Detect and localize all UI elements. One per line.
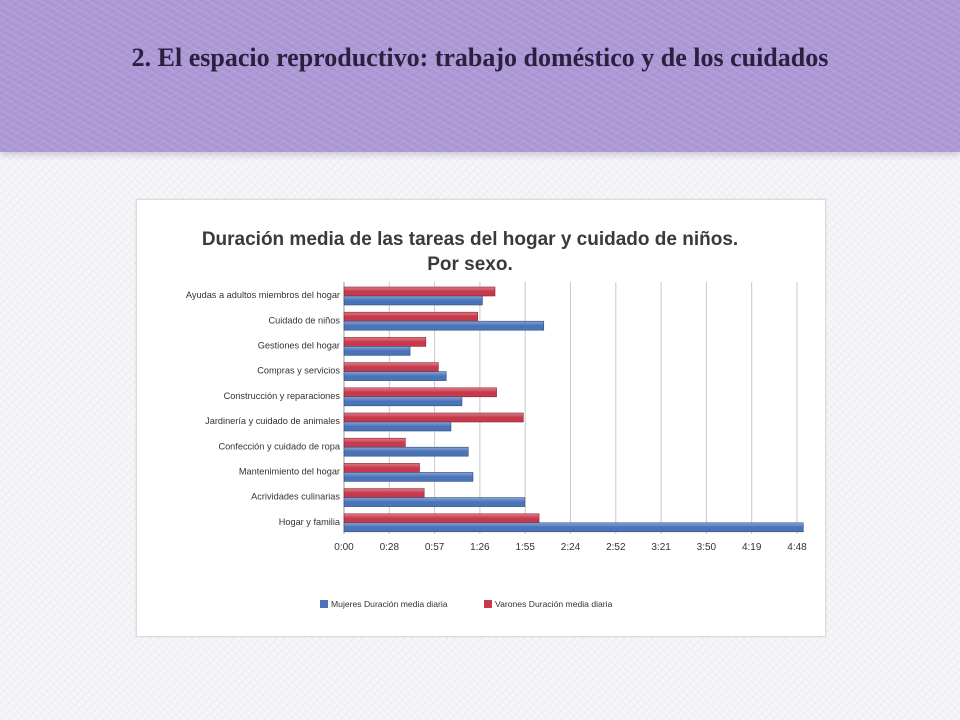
bar-mujeres <box>343 497 526 507</box>
x-tick-label: 3:21 <box>651 542 671 553</box>
bar-chart: Duración media de las tareas del hogar y… <box>186 229 807 609</box>
legend-label-varones: Varones Duración media diaria <box>495 599 613 609</box>
bar-varones <box>343 337 427 347</box>
category-label: Cuidado de niños <box>268 315 340 325</box>
bar-varones <box>343 437 406 448</box>
bar-varones <box>343 488 425 498</box>
bar-mujeres <box>343 295 483 306</box>
bar-varones <box>343 412 524 423</box>
chart-frame: Duración media de las tareas del hogar y… <box>136 199 826 637</box>
x-tick-label: 4:48 <box>787 542 807 553</box>
legend-swatch-mujeres <box>320 600 328 608</box>
bar-mujeres <box>343 472 474 482</box>
header-band <box>0 0 960 152</box>
bar-varones <box>343 463 420 473</box>
category-label: Compras y servicios <box>257 366 340 376</box>
category-label: Acrividades culinarias <box>251 492 340 502</box>
slide-title: 2. El espacio reproductivo: trabajo domé… <box>131 43 829 72</box>
x-tick-label: 0:28 <box>380 542 400 553</box>
x-tick-label: 4:19 <box>742 542 762 553</box>
chart-title-line: Duración media de las tareas del hogar y… <box>202 229 738 250</box>
x-tick-label: 0:57 <box>425 542 445 553</box>
bar-varones <box>343 513 540 524</box>
x-tick-label: 1:55 <box>515 542 535 553</box>
x-tick-label: 2:24 <box>561 542 581 553</box>
x-tick-label: 2:52 <box>606 542 626 553</box>
bar-mujeres <box>343 346 411 356</box>
bar-varones <box>343 311 478 322</box>
category-label: Hogar y familia <box>279 517 341 527</box>
bar-mujeres <box>343 421 452 432</box>
x-tick-label: 0:00 <box>334 542 354 553</box>
category-label: Ayudas a adultos miembros del hogar <box>186 290 340 300</box>
bar-varones <box>343 286 496 297</box>
category-label: Construcción y reparaciones <box>224 391 341 401</box>
chart-title-line: Por sexo. <box>427 254 513 275</box>
category-label: Gestiones del hogar <box>258 341 340 351</box>
bar-mujeres <box>343 522 804 533</box>
category-label: Jardinería y cuidado de animales <box>205 416 340 426</box>
legend-label-mujeres: Mujeres Duración media diaria <box>331 599 448 609</box>
x-tick-label: 3:50 <box>697 542 717 553</box>
category-label: Mantenimiento del hogar <box>239 467 340 477</box>
bar-varones <box>343 362 439 372</box>
x-tick-label: 1:26 <box>470 542 490 553</box>
bar-mujeres <box>343 371 447 381</box>
bar-varones <box>343 387 497 398</box>
bar-mujeres <box>343 320 545 331</box>
legend-swatch-varones <box>484 600 492 608</box>
bar-mujeres <box>343 446 469 457</box>
bar-mujeres <box>343 396 463 407</box>
category-label: Confección y cuidado de ropa <box>218 441 340 451</box>
